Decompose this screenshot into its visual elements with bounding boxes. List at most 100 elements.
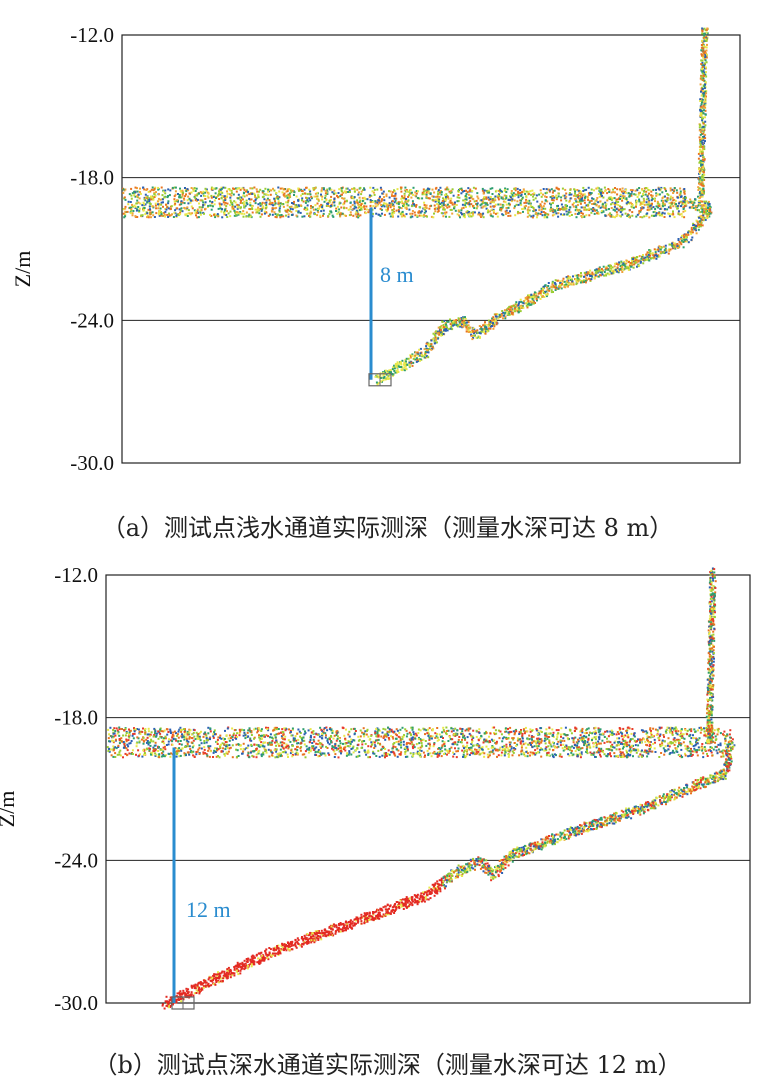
surface-point	[240, 199, 242, 202]
surface-point	[157, 204, 160, 207]
surface-point	[489, 205, 492, 208]
surface-point	[236, 207, 239, 210]
surface-point	[291, 189, 294, 192]
wall-point	[701, 32, 704, 35]
surface-point	[373, 188, 376, 191]
surface-point	[432, 195, 435, 198]
surface-point	[630, 205, 633, 208]
bottom-point	[701, 200, 704, 203]
surface-point	[319, 216, 322, 218]
bottom-point	[675, 245, 678, 248]
bottom-point	[440, 324, 443, 327]
surface-point	[649, 732, 652, 734]
surface-point	[273, 203, 276, 206]
wall-point	[704, 53, 707, 56]
surface-point	[281, 187, 284, 190]
bottom-point	[400, 369, 403, 371]
surface-point	[245, 202, 248, 204]
surface-point	[400, 197, 403, 200]
surface-point	[586, 195, 589, 198]
bottom-point	[416, 358, 419, 361]
surface-point	[583, 189, 586, 192]
surface-point	[631, 728, 634, 730]
surface-point	[569, 211, 572, 214]
surface-point	[309, 190, 312, 193]
surface-point	[306, 204, 309, 207]
surface-point	[679, 192, 682, 195]
bottom-point	[415, 357, 418, 360]
surface-point	[489, 196, 492, 198]
bottom-point	[609, 270, 612, 273]
bottom-point	[664, 247, 667, 250]
surface-point	[541, 206, 544, 209]
wall-point	[705, 40, 708, 42]
bottom-point	[704, 202, 707, 205]
bottom-point	[568, 282, 571, 285]
surface-point	[251, 192, 254, 195]
surface-point	[644, 193, 647, 196]
surface-point	[463, 190, 466, 192]
bottom-point	[699, 200, 702, 203]
surface-point	[219, 207, 222, 210]
bottom-point	[562, 277, 565, 280]
bottom-point	[574, 274, 577, 277]
surface-point	[187, 212, 190, 215]
surface-point	[462, 736, 464, 739]
surface-point	[609, 215, 612, 218]
wall-point	[697, 195, 699, 198]
surface-point	[295, 209, 298, 212]
surface-point	[532, 198, 535, 201]
surface-point	[651, 202, 653, 205]
surface-point	[526, 215, 529, 218]
bottom-point	[648, 255, 651, 258]
wall-point	[704, 90, 707, 93]
surface-point	[380, 205, 383, 208]
surface-point	[259, 734, 262, 737]
surface-point	[314, 187, 317, 189]
surface-point	[628, 215, 631, 218]
surface-point	[686, 749, 689, 752]
surface-point	[642, 194, 645, 197]
bottom-point	[427, 351, 430, 354]
bottom-point	[548, 289, 551, 292]
surface-point	[228, 739, 231, 742]
bottom-point	[584, 279, 587, 282]
surface-point	[399, 213, 402, 216]
surface-point	[300, 188, 303, 191]
surface-point	[417, 190, 419, 193]
surface-point	[486, 211, 489, 214]
bottom-point	[452, 320, 455, 323]
surface-point	[504, 198, 507, 201]
surface-point	[303, 208, 306, 211]
wall-point	[698, 182, 701, 185]
surface-point	[626, 201, 629, 204]
surface-point	[611, 197, 614, 200]
surface-point	[316, 202, 319, 205]
surface-point	[657, 193, 660, 196]
bottom-point	[532, 297, 535, 300]
bottom-point	[408, 363, 411, 366]
bottom-point	[663, 249, 666, 252]
surface-point	[164, 207, 167, 210]
bottom-point	[692, 224, 695, 226]
bottom-point	[637, 259, 640, 262]
surface-point	[615, 198, 618, 201]
surface-point	[562, 194, 565, 197]
wall-point	[697, 200, 700, 203]
surface-point	[193, 735, 196, 738]
surface-point	[332, 749, 335, 752]
bottom-point	[697, 228, 700, 231]
surface-point	[590, 199, 593, 202]
surface-point	[510, 190, 513, 192]
bottom-point	[583, 281, 586, 283]
surface-point	[137, 201, 140, 204]
surface-point	[672, 205, 675, 208]
surface-point	[619, 211, 622, 214]
surface-point	[234, 187, 237, 190]
surface-point	[437, 199, 440, 202]
surface-point	[376, 201, 379, 204]
surface-point	[568, 200, 571, 203]
surface-point	[543, 216, 546, 219]
surface-point	[253, 192, 256, 195]
surface-point	[257, 193, 260, 196]
